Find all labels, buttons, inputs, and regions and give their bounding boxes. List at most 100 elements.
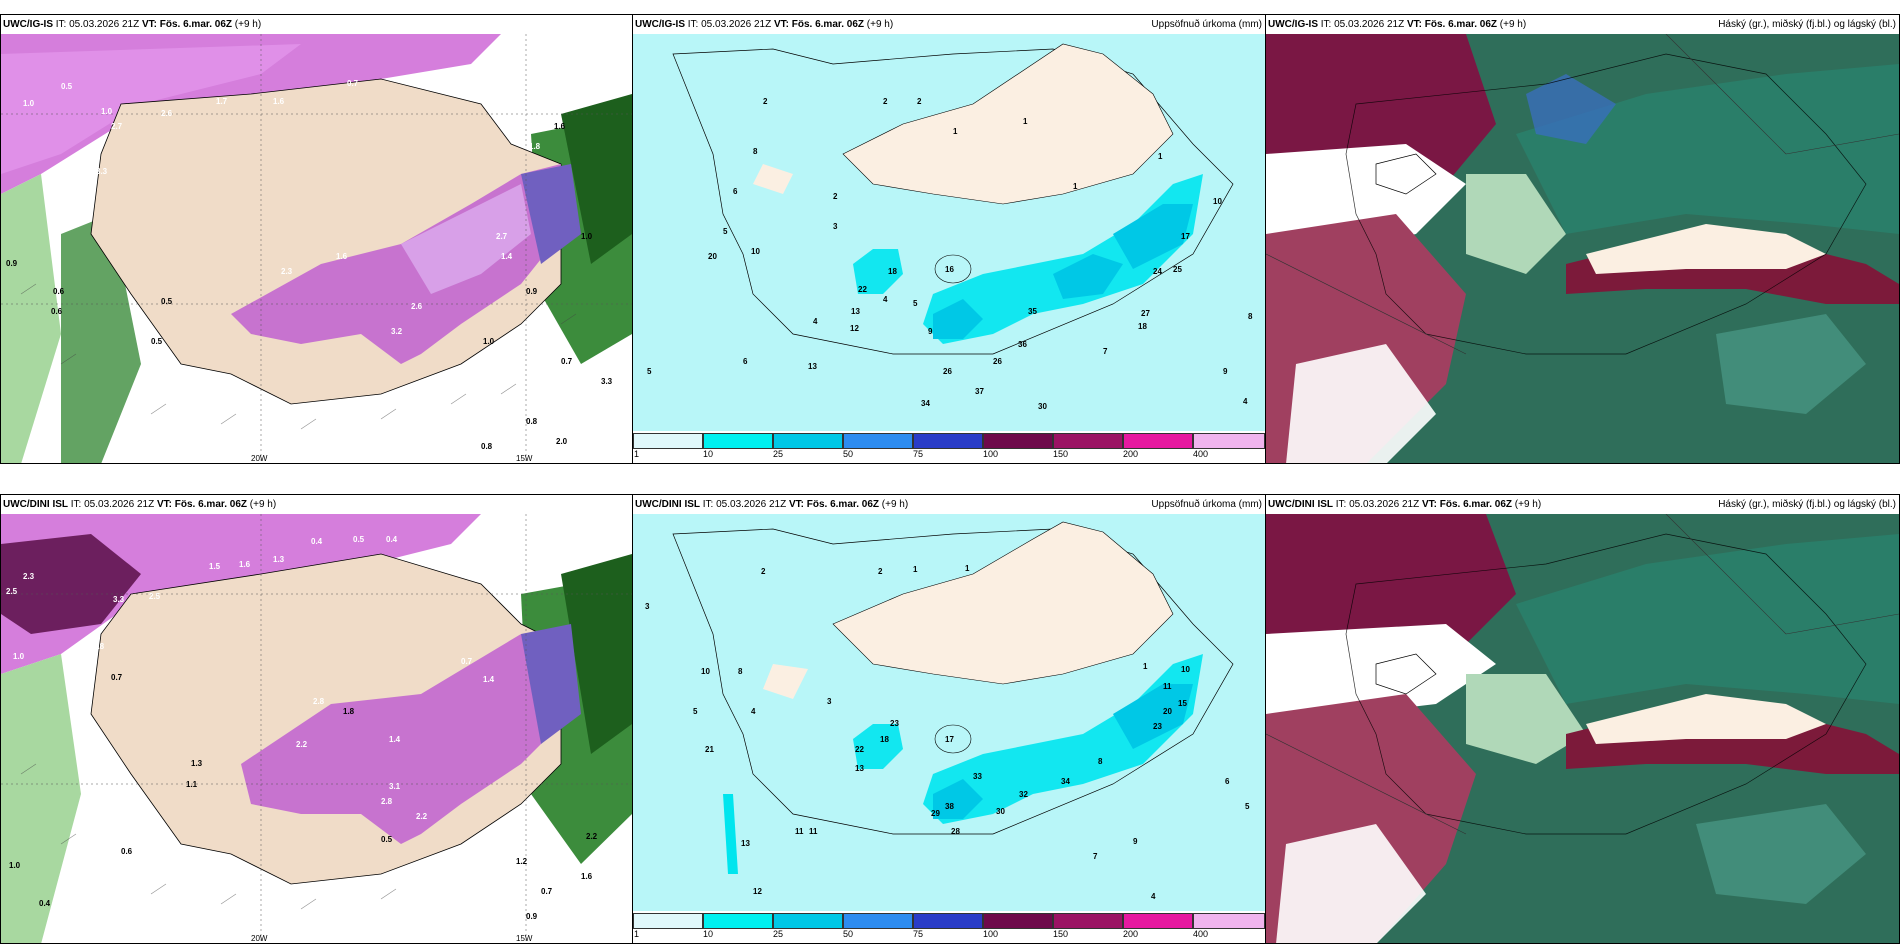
snow-label: 0.9: [526, 287, 538, 296]
precip-label: 8: [738, 667, 743, 676]
precip-label: 8: [753, 147, 758, 156]
precip-label: 5: [723, 227, 728, 236]
snow-label: 1.4: [389, 735, 401, 744]
precip-label: 29: [931, 809, 940, 818]
precip-map: 2 2 2 1 1 8 6 5 4 3 2 1 1 20 10 26 18 22…: [633, 34, 1265, 434]
panel-header: UWC/DINI ISL IT: 05.03.2026 21Z VT: Fös.…: [1266, 495, 1899, 514]
precip-label: 26: [993, 357, 1002, 366]
snow-label: 1.0: [13, 652, 25, 661]
snow-label: 2.6: [411, 302, 423, 311]
precip-label: 1: [913, 565, 918, 574]
precip-label: 23: [1153, 722, 1162, 731]
precip-label: 18: [888, 267, 897, 276]
precip-label: 5: [693, 707, 698, 716]
snow-label: 3.3: [113, 595, 125, 604]
precip-label: 6: [733, 187, 738, 196]
snow-label: 0.7: [461, 657, 473, 666]
colorbar-swatch: [773, 433, 843, 449]
precip-label: 21: [705, 745, 714, 754]
precip-label: 1: [1023, 117, 1028, 126]
colorbar-tick: 50: [843, 929, 854, 939]
cloud-map: [1266, 514, 1899, 943]
precip-label: 18: [880, 735, 889, 744]
colorbar-tick: 400: [1193, 449, 1209, 459]
lon-label: 15W: [516, 934, 533, 943]
precip-label: 2: [883, 97, 888, 106]
snow-label: 2.0: [556, 437, 568, 446]
precip-label: 28: [951, 827, 960, 836]
colorbar-tick: 75: [913, 449, 924, 459]
snow-label: 1.8: [49, 187, 61, 196]
precip-label: 2: [917, 97, 922, 106]
precip-label: 38: [945, 802, 954, 811]
precip-label: 20: [708, 252, 717, 261]
colorbar-swatch: [1123, 913, 1193, 929]
snow-label: 0.8: [526, 417, 538, 426]
snow-label: 1.6: [554, 122, 566, 131]
snow-label: 0.5: [381, 835, 393, 844]
colorbar-swatch: [1053, 433, 1123, 449]
snow-label: 0.5: [353, 535, 365, 544]
precip-label: 17: [945, 735, 954, 744]
snow-label: 1.6: [581, 872, 593, 881]
colorbar-tick: 1: [634, 929, 640, 939]
snow-label: 3.1: [389, 782, 401, 791]
colorbar-swatch: [1053, 913, 1123, 929]
snow-label: 0.7: [111, 673, 123, 682]
snow-label: 2.2: [81, 152, 93, 161]
precip-label: 2: [763, 97, 768, 106]
precip-label: 35: [1028, 307, 1037, 316]
precip-label: 4: [1243, 397, 1248, 406]
precip-label: 34: [1061, 777, 1070, 786]
precip-label: 4: [813, 317, 818, 326]
precip-label: 4: [1151, 892, 1156, 901]
precip-label: 12: [753, 887, 762, 896]
cloud-map: [1266, 34, 1899, 463]
colorbar-swatch: [773, 913, 843, 929]
precip-label: 22: [855, 745, 864, 754]
colorbar-swatch: [1193, 913, 1265, 929]
precip-label: 23: [890, 719, 899, 728]
panel-clouds-dini: UWC/DINI ISL IT: 05.03.2026 21Z VT: Fös.…: [1265, 494, 1900, 944]
colorbar-tick: 10: [703, 929, 714, 939]
colorbar-swatch: [983, 433, 1053, 449]
precip-label: 26: [943, 367, 952, 376]
precip-label: 15: [1178, 699, 1187, 708]
colorbar-tick: 150: [1053, 929, 1069, 939]
precip-label: 30: [1038, 402, 1047, 411]
precip-label: 10: [751, 247, 760, 256]
colorbar-swatch: [913, 433, 983, 449]
precip-label: 22: [858, 285, 867, 294]
precip-label: 34: [921, 399, 930, 408]
snow-label: 1.8: [343, 707, 355, 716]
colorbar-tick: 100: [983, 449, 999, 459]
precip-label: 30: [996, 807, 1005, 816]
precip-label: 27: [1141, 309, 1150, 318]
precip-label: 25: [1173, 265, 1182, 274]
snow-label: 0.9: [6, 259, 18, 268]
snow-label: 1.0: [581, 232, 593, 241]
precip-label: 7: [1093, 852, 1098, 861]
colorbar-tick: 150: [1053, 449, 1069, 459]
precip-label: 32: [1019, 790, 1028, 799]
colorbar-tick: 200: [1123, 929, 1139, 939]
panel-snow-igis: UWC/IG-IS IT: 05.03.2026 21Z VT: Fös. 6.…: [0, 14, 633, 464]
precip-label: 1: [965, 564, 970, 573]
precip-map: 2 2 1 1 3 10 8 5 4 3 21 23 18 22 13 17 1…: [633, 514, 1265, 914]
colorbar-tick: 1: [634, 449, 640, 459]
snow-label: 2.5: [6, 587, 18, 596]
lon-label: 20W: [251, 454, 268, 463]
precip-label: 9: [1133, 837, 1138, 846]
panel-precip-igis: UWC/IG-IS IT: 05.03.2026 21Z VT: Fös. 6.…: [632, 14, 1266, 464]
snow-label: 2.2: [586, 832, 598, 841]
precip-label: 17: [1181, 232, 1190, 241]
colorbar-swatch: [1123, 433, 1193, 449]
precip-label: 2: [761, 567, 766, 576]
precip-label: 9: [928, 327, 933, 336]
precip-label: 8: [1248, 312, 1253, 321]
precip-label: 16: [945, 265, 954, 274]
colorbar-swatch: [633, 913, 703, 929]
snow-label: 1.5: [209, 562, 221, 571]
precip-label: 1: [953, 127, 958, 136]
snow-label: 2.8: [381, 797, 393, 806]
